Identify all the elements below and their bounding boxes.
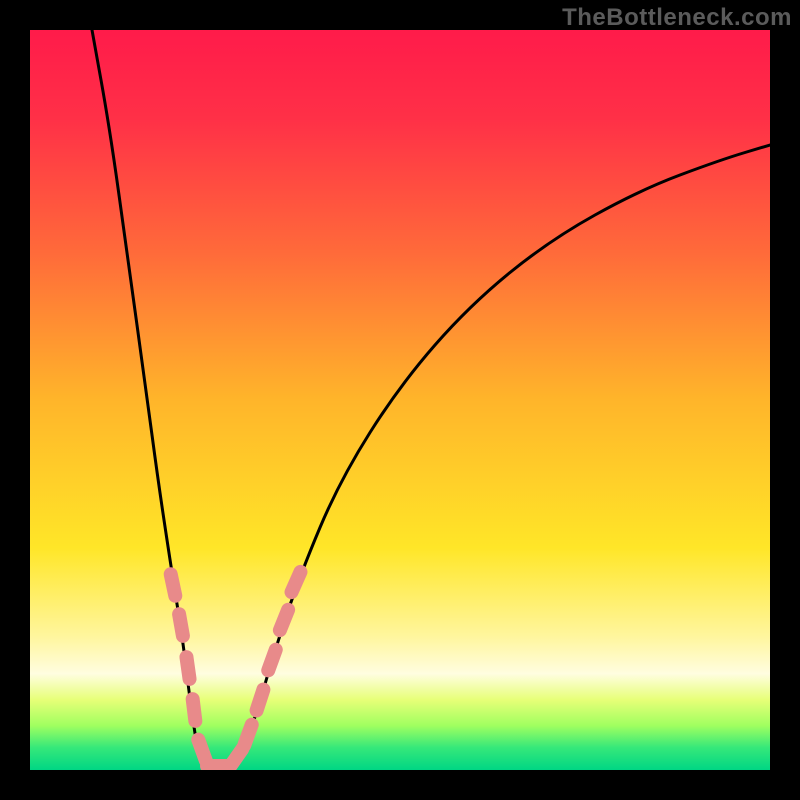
bottleneck-chart (0, 0, 800, 800)
chart-root: TheBottleneck.com (0, 0, 800, 800)
watermark-text: TheBottleneck.com (562, 4, 792, 32)
gradient-background (30, 30, 770, 770)
